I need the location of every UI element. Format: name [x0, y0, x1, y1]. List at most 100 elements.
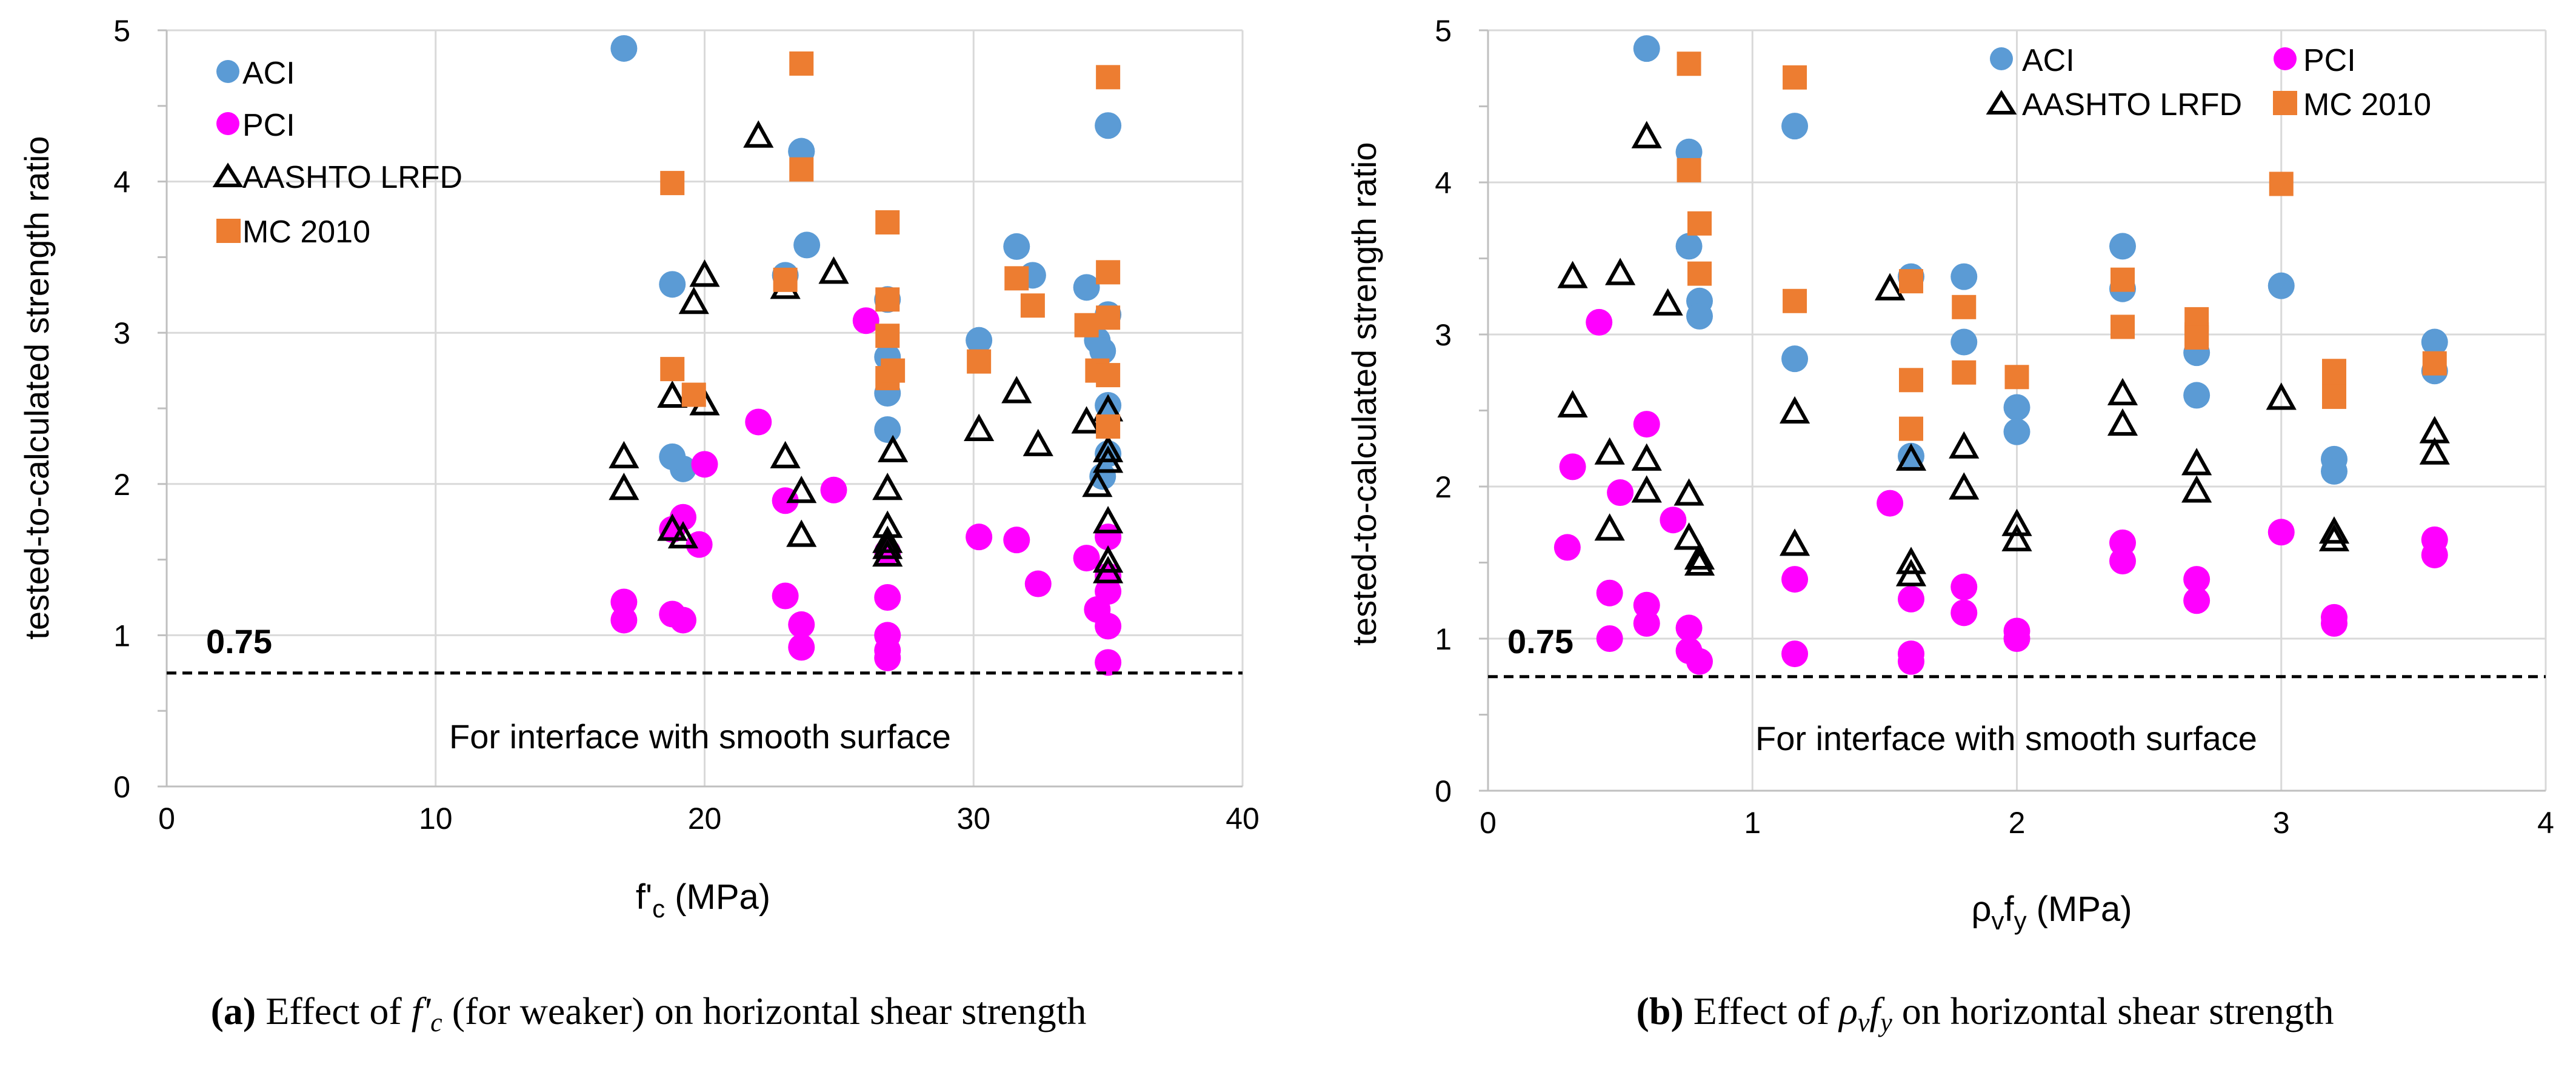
point-pci-a — [820, 476, 847, 504]
point-aashto-b — [1557, 261, 1588, 288]
point-mc2010-b — [1783, 65, 1807, 90]
point-pci-b — [1660, 507, 1687, 534]
point-aashto-a — [1071, 406, 1102, 434]
point-pci-a — [686, 531, 713, 558]
point-pci-a — [1095, 613, 1122, 640]
caption-a: (a) Effect of f'c (for weaker) on horizo… — [211, 989, 1087, 1037]
point-aashto-a — [878, 434, 909, 462]
y-tick-label: 0 — [113, 770, 130, 804]
points-a — [609, 35, 1124, 676]
legend-marker-aashto-b — [1986, 90, 2017, 115]
point-pci-a — [1024, 570, 1052, 597]
point-mc2010-a — [660, 357, 685, 382]
point-aci-b — [1781, 113, 1809, 140]
chart-panel-b: 0 1 2 3 4 0 1 2 3 4 5 0.75 For interface with smoo… — [1345, 14, 2554, 935]
legend-label-mc2010-b: MC 2010 — [2303, 87, 2431, 122]
point-aashto-a — [770, 440, 801, 468]
point-aci-b — [1675, 233, 1703, 260]
point-mc2010-b — [1899, 368, 1923, 393]
point-aci-a — [1073, 274, 1100, 301]
points-b — [1553, 35, 2450, 675]
point-aashto-b — [2318, 516, 2350, 544]
point-aci-b — [2003, 394, 2030, 421]
x-tick-label: 2 — [2009, 806, 2026, 840]
point-aashto-b — [2181, 448, 2212, 476]
y-tick-label: 2 — [1435, 470, 1452, 504]
point-pci-b — [1950, 599, 1978, 627]
point-aci-a — [793, 231, 821, 259]
point-mc2010-a — [1004, 266, 1029, 291]
point-pci-b — [2003, 625, 2030, 652]
point-mc2010-a — [789, 157, 814, 182]
legend-label-pci-b: PCI — [2303, 43, 2356, 78]
point-aashto-b — [2001, 508, 2032, 536]
point-aashto-b — [2107, 408, 2138, 436]
point-aashto-b — [2318, 524, 2350, 551]
point-pci-b — [1898, 585, 1924, 613]
legend-label-aashto-b: AASHTO LRFD — [2022, 87, 2242, 122]
x-tick-label: 1 — [1744, 806, 1761, 840]
point-mc2010-a — [1096, 414, 1121, 439]
point-pci-a — [966, 524, 993, 551]
note-b: For interface with smooth surface — [1755, 719, 2257, 757]
point-pci-a — [691, 451, 718, 478]
point-mc2010-b — [2184, 325, 2209, 350]
point-pci-b — [2421, 541, 2448, 568]
y-tick-label: 4 — [1435, 166, 1452, 200]
point-aci-a — [966, 327, 993, 354]
point-aashto-a — [743, 120, 774, 148]
point-aci-b — [2321, 457, 2347, 485]
y-axis-label-a: tested-to-calculated strength ratio — [18, 136, 56, 639]
point-pci-b — [1950, 573, 1978, 600]
legend-b: ACI PCI AASHTO LRFD MC 2010 — [1986, 43, 2431, 122]
point-aashto-a — [964, 413, 995, 441]
point-aashto-a — [609, 440, 639, 468]
point-pci-a — [1003, 527, 1030, 554]
point-mc2010-a — [681, 382, 706, 407]
point-mc2010-a — [789, 51, 814, 76]
point-pci-b — [1898, 648, 1924, 675]
point-pci-a — [874, 644, 901, 671]
point-pci-a — [1095, 649, 1122, 676]
point-aashto-a — [678, 287, 709, 314]
point-aashto-b — [1895, 443, 1927, 471]
point-pci-b — [1781, 640, 1809, 668]
point-pci-a — [1073, 545, 1100, 572]
point-aashto-a — [657, 380, 688, 408]
point-aci-b — [2421, 328, 2448, 356]
x-tick-label: 20 — [688, 802, 722, 836]
point-aashto-a — [786, 519, 817, 547]
point-mc2010-b — [1677, 158, 1701, 182]
legend-marker-pci-b — [2274, 47, 2297, 70]
point-aashto-b — [1895, 547, 1927, 574]
point-aci-b — [1950, 263, 1978, 290]
y-tick-label: 3 — [113, 316, 130, 350]
point-pci-a — [852, 307, 879, 334]
point-aashto-a — [657, 513, 688, 541]
point-aashto-a — [609, 473, 639, 500]
point-pci-b — [1553, 534, 1581, 561]
point-aashto-b — [2266, 382, 2297, 410]
point-aashto-b — [1557, 390, 1588, 417]
legend-label-mc2010-a: MC 2010 — [242, 214, 370, 250]
point-aashto-b — [1631, 475, 1662, 503]
point-mc2010-b — [1687, 261, 1712, 286]
point-pci-b — [2109, 529, 2136, 556]
point-pci-b — [1559, 453, 1586, 480]
legend-marker-mc2010-a — [216, 219, 241, 243]
point-pci-a — [745, 408, 772, 436]
point-pci-a — [610, 607, 638, 634]
legend-label-aci-b: ACI — [2022, 43, 2075, 78]
point-aashto-b — [1779, 528, 1810, 556]
point-mc2010-a — [660, 171, 685, 196]
point-aci-a — [610, 35, 638, 62]
point-aashto-a — [872, 473, 903, 500]
x-tick-label: 0 — [158, 802, 175, 836]
point-aashto-b — [1949, 431, 1980, 459]
point-aci-b — [2183, 382, 2211, 409]
point-aashto-b — [1684, 548, 1715, 576]
point-mc2010-a — [1074, 313, 1099, 337]
point-aashto-a — [872, 525, 903, 553]
y-tick-label: 0 — [1435, 774, 1452, 808]
